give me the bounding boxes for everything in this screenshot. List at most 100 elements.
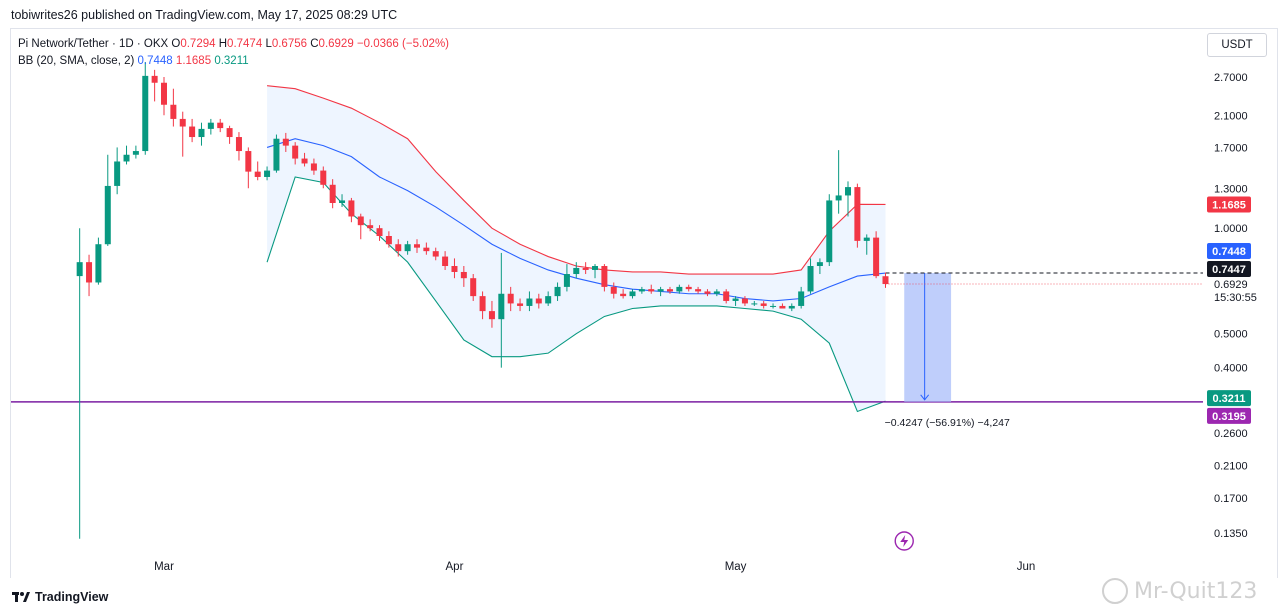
price-tick-label: 0.5000 bbox=[1214, 329, 1248, 341]
candle-body bbox=[451, 266, 458, 272]
candle-body bbox=[835, 195, 842, 201]
candles bbox=[76, 61, 889, 539]
candle-body bbox=[432, 251, 439, 257]
candle-body bbox=[863, 237, 870, 241]
candle-body bbox=[301, 158, 308, 164]
legend-low-label: L bbox=[265, 38, 272, 50]
candle-body bbox=[713, 291, 720, 294]
candle-body bbox=[807, 266, 814, 292]
currency-button[interactable]: USDT bbox=[1207, 33, 1267, 57]
bollinger-bands bbox=[266, 85, 886, 413]
price-tick-label: 0.1350 bbox=[1214, 528, 1248, 540]
candle-body bbox=[563, 274, 570, 287]
legend-close-label: C bbox=[310, 38, 319, 50]
candle-body bbox=[273, 138, 280, 171]
candle-body bbox=[779, 305, 786, 309]
bollinger-fill bbox=[267, 85, 886, 412]
candle-body bbox=[479, 296, 486, 312]
candle-body bbox=[657, 289, 664, 292]
candle-body bbox=[226, 128, 233, 138]
price-tick-label: 0.2100 bbox=[1214, 461, 1248, 473]
tradingview-logo[interactable]: TradingView bbox=[12, 590, 108, 604]
candle-body bbox=[413, 244, 420, 248]
price-tag-bg bbox=[1207, 243, 1251, 260]
candle-body bbox=[123, 154, 130, 162]
tradingview-brand: TradingView bbox=[35, 590, 109, 604]
legend-bb-upper: 1.1685 bbox=[175, 55, 212, 67]
time-axis: Mar Apr May Jun bbox=[154, 531, 1036, 573]
candle-body bbox=[376, 228, 383, 236]
candle-body bbox=[732, 298, 739, 301]
legend-low: 0.6756 bbox=[271, 38, 308, 50]
candle-body bbox=[704, 291, 711, 294]
candle-body bbox=[217, 122, 224, 129]
candle-body bbox=[385, 235, 392, 245]
legend-open: 0.7294 bbox=[180, 38, 216, 50]
price-tick-label: 2.7000 bbox=[1214, 72, 1248, 84]
candle-body bbox=[760, 303, 767, 306]
candle-body bbox=[676, 286, 683, 292]
time-tick-label: Apr bbox=[446, 561, 464, 573]
candle-body bbox=[507, 293, 514, 304]
chart-frame bbox=[10, 28, 1278, 578]
legend-high-label: H bbox=[218, 38, 228, 50]
legend-symbol: Pi Network/Tether · 1D · OKX bbox=[18, 38, 169, 50]
legend-bb-label: BB (20, SMA, close, 2) bbox=[18, 55, 135, 67]
price-tick-label: 1.0000 bbox=[1214, 223, 1248, 235]
legend-row-ohlc: Pi Network/Tether · 1D · OKX O0.7294 H0.… bbox=[18, 36, 449, 53]
legend: Pi Network/Tether · 1D · OKX O0.7294 H0.… bbox=[18, 36, 449, 70]
candle-body bbox=[873, 237, 880, 277]
watermark-text: Mr-Quit123 bbox=[1134, 578, 1258, 604]
lightning-icon bbox=[900, 535, 909, 547]
projection-label: −0.4247 (−56.91%) −4,247 bbox=[885, 417, 1010, 429]
candle-body bbox=[114, 161, 121, 186]
candle-body bbox=[648, 289, 655, 292]
legend-high: 0.7474 bbox=[227, 38, 263, 50]
legend-close: 0.6929 bbox=[318, 38, 354, 50]
candle-body bbox=[545, 296, 552, 304]
candle-body bbox=[723, 291, 730, 301]
tradingview-logo-icon bbox=[12, 592, 30, 602]
countdown-label: 15:30:55 bbox=[1214, 292, 1257, 304]
candle-body bbox=[189, 126, 196, 138]
candle-body bbox=[854, 187, 861, 241]
candle-body bbox=[470, 278, 477, 297]
candle-body bbox=[207, 122, 214, 129]
candle-body bbox=[151, 75, 158, 83]
legend-bb-basis: 0.7448 bbox=[137, 55, 173, 67]
time-tick-label: Mar bbox=[154, 561, 174, 573]
candle-body bbox=[535, 298, 542, 304]
price-tick-label: 0.2600 bbox=[1214, 428, 1248, 440]
watermark: Mr-Quit123 bbox=[1102, 578, 1257, 604]
candle-body bbox=[357, 216, 364, 226]
price-tick-label: 0.1700 bbox=[1214, 493, 1248, 505]
candle-body bbox=[610, 286, 617, 294]
candle-body bbox=[573, 267, 580, 275]
candle-body bbox=[442, 256, 449, 267]
candle-body bbox=[329, 184, 336, 203]
candle-body bbox=[235, 137, 242, 152]
candle-body bbox=[592, 266, 599, 270]
candle-body bbox=[264, 170, 271, 177]
legend-row-bb: BB (20, SMA, close, 2) 0.7448 1.1685 0.3… bbox=[18, 53, 449, 70]
candle-body bbox=[798, 291, 805, 306]
last-price-label: 0.6929 bbox=[1214, 279, 1248, 291]
projection-arrowhead bbox=[920, 394, 930, 401]
price-tag-bg bbox=[1207, 196, 1251, 213]
legend-change: −0.0366 (−5.02%) bbox=[356, 38, 450, 50]
time-tick-label: Jun bbox=[1017, 561, 1036, 573]
candle-body bbox=[95, 244, 102, 283]
price-tick-label: 1.3000 bbox=[1214, 183, 1248, 195]
candle-body bbox=[339, 200, 346, 203]
price-tag: 0.7448 bbox=[1212, 246, 1246, 258]
candle-body bbox=[882, 276, 889, 285]
candle-body bbox=[554, 286, 561, 297]
candle-body bbox=[282, 138, 289, 146]
candle-body bbox=[488, 311, 495, 320]
candle-body bbox=[638, 289, 645, 292]
price-axis: 2.7000 2.1000 1.7000 1.3000 1.0000 0.5000 0.40… bbox=[1207, 72, 1257, 540]
candle-body bbox=[404, 244, 411, 252]
price-tag: 1.1685 bbox=[1212, 199, 1246, 211]
legend-open-label: O bbox=[171, 38, 181, 50]
